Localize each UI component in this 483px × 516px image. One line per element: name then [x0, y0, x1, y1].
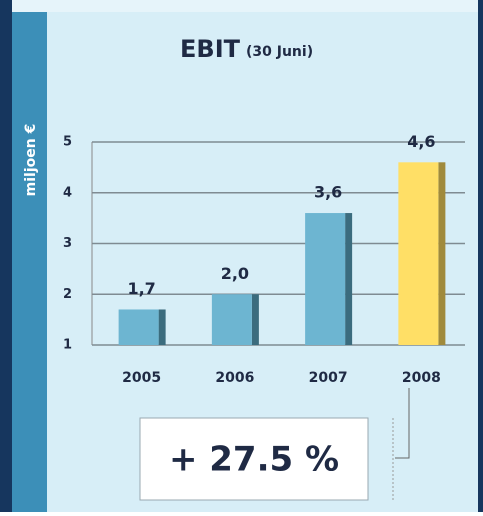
bar	[398, 162, 439, 345]
side-strip	[12, 12, 47, 512]
y-tick-label: 2	[63, 287, 72, 302]
value-label: 2,0	[221, 264, 249, 283]
bar	[118, 309, 159, 345]
annotation-box	[139, 417, 369, 501]
x-tick-label: 2005	[122, 370, 161, 386]
chart-title: EBIT	[180, 35, 241, 63]
annotation: + 27.5 %	[169, 440, 339, 480]
value-label: 1,7	[127, 279, 155, 298]
bar-side	[251, 294, 259, 345]
bar-side	[158, 309, 166, 345]
bar	[211, 294, 252, 345]
connector	[395, 388, 410, 459]
y-tick-label: 4	[63, 185, 72, 200]
bar	[305, 213, 346, 345]
bar-side	[345, 213, 353, 345]
y-axis-label: miljoen €	[23, 124, 39, 197]
x-tick-label: 2008	[402, 370, 441, 386]
y-tick-label: 3	[63, 236, 72, 251]
y-tick-label: 1	[63, 338, 72, 353]
value-label: 4,6	[407, 132, 435, 151]
x-tick-label: 2006	[215, 370, 254, 386]
x-tick-label: 2007	[309, 370, 348, 386]
bar-side	[438, 162, 446, 345]
top-strip	[12, 0, 478, 12]
y-tick-label: 5	[63, 135, 72, 150]
value-label: 3,6	[314, 183, 342, 202]
chart-subtitle: (30 Juni)	[246, 44, 313, 60]
